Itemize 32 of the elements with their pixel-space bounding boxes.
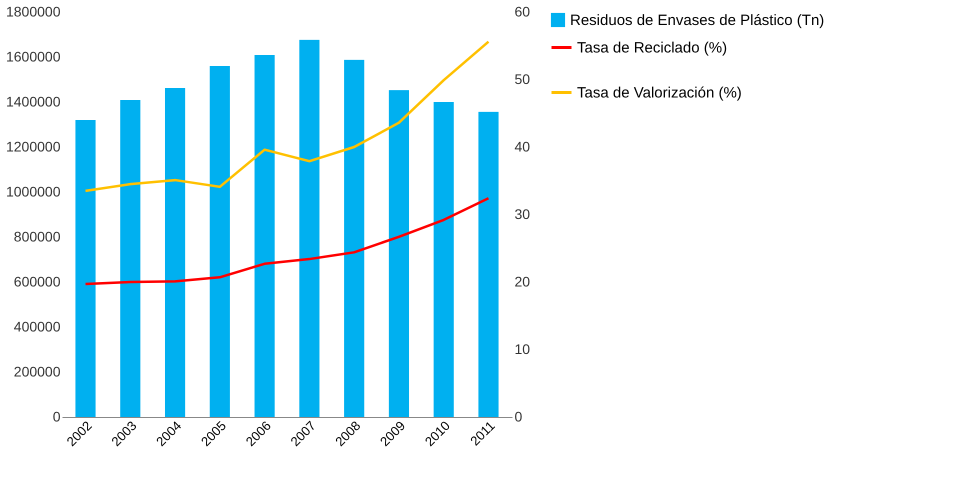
y-tick-label: 1000000 (6, 184, 61, 200)
bar (75, 120, 96, 417)
y-tick-label: 600000 (14, 274, 61, 290)
bar (344, 60, 364, 417)
bar (164, 88, 186, 417)
legend-label: Tasa de Valorización (%) (577, 84, 742, 102)
bar (299, 40, 320, 417)
y2-tick-label: 60 (514, 4, 530, 20)
y2-tick-label: 10 (514, 341, 530, 357)
y-tick-label: 400000 (14, 318, 61, 334)
bar (210, 66, 230, 417)
y2-tick-label: 40 (514, 138, 530, 154)
y-tick-label: 1800000 (6, 4, 61, 20)
bar (254, 54, 275, 417)
y-tick-label: 0 (52, 408, 61, 424)
y-tick-label: 1400000 (6, 94, 61, 110)
legend-label: Residuos de Envases de Plástico (Tn) (570, 12, 824, 29)
y-tick-label: 1600000 (6, 48, 61, 64)
bar (434, 102, 454, 417)
y2-tick-label: 50 (514, 71, 530, 87)
bar (120, 100, 140, 417)
y-tick-label: 1200000 (6, 138, 61, 154)
bar (388, 90, 410, 417)
line-series (84, 197, 490, 286)
y2-tick-label: 0 (514, 408, 522, 424)
y2-tick-label: 30 (514, 206, 530, 222)
y2-tick-label: 20 (514, 274, 530, 290)
y-tick-label: 200000 (14, 364, 61, 380)
legend-label: Tasa de Reciclado (%) (577, 40, 728, 56)
line-series (84, 40, 490, 192)
y-tick-label: 800000 (14, 228, 61, 244)
bar (478, 112, 499, 417)
